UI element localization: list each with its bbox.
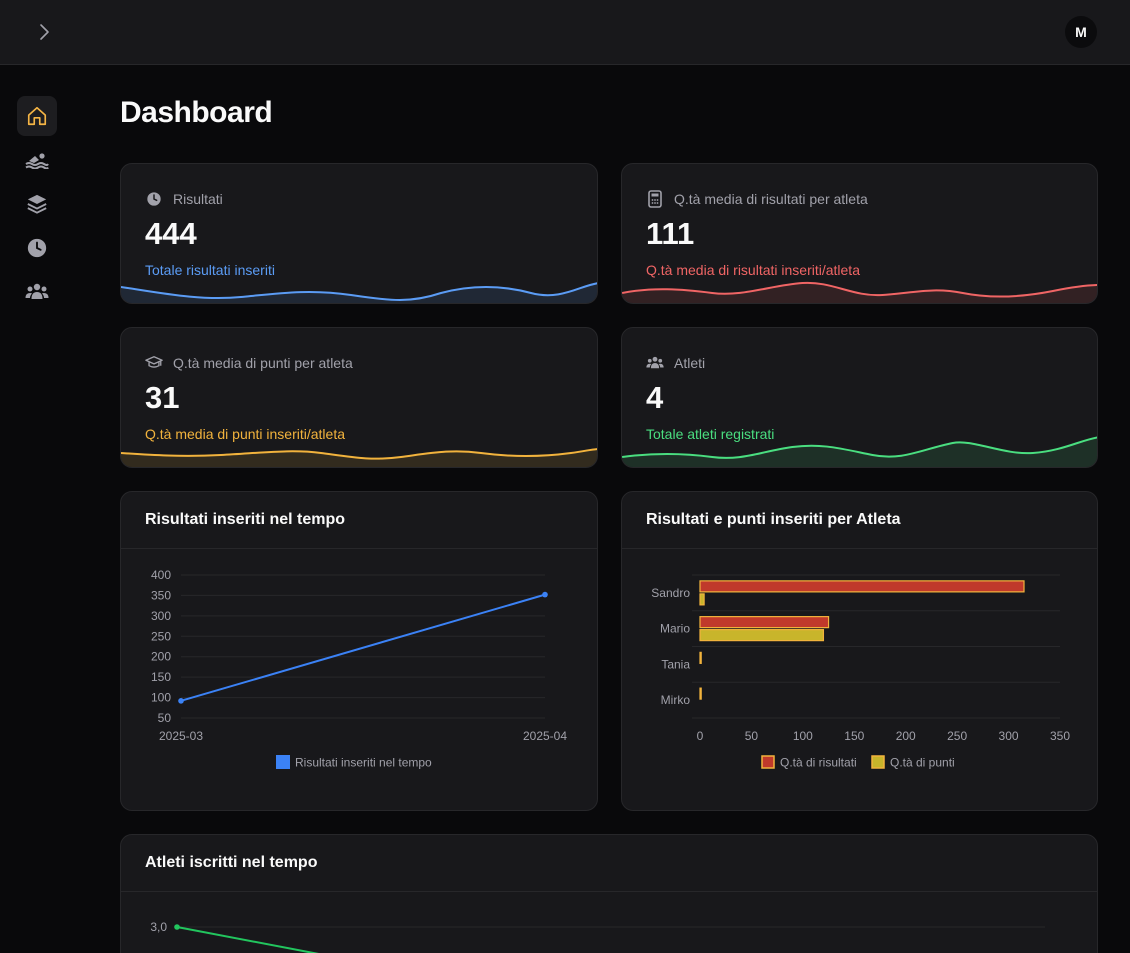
y-tick-label: 350 — [151, 588, 171, 602]
wave-decoration — [622, 281, 1097, 303]
stat-label: Risultati — [145, 190, 223, 208]
stat-value: 4 — [646, 380, 664, 415]
stat-card-avg-points: Q.tà media di punti per atleta 31 Q.tà m… — [120, 327, 598, 468]
stat-label: Q.tà media di punti per atleta — [145, 354, 353, 372]
data-point — [542, 591, 548, 598]
chart-header: Risultati inseriti nel tempo — [121, 492, 597, 549]
y-tick-label: 300 — [151, 609, 171, 623]
bar — [699, 593, 705, 606]
chart-header: Risultati e punti inseriti per Atleta — [622, 492, 1097, 549]
stat-label: Atleti — [646, 354, 705, 372]
stat-label-text: Atleti — [674, 355, 706, 371]
graduation-cap-icon — [145, 354, 163, 372]
sidebar-item-home[interactable] — [17, 96, 57, 136]
stat-label-text: Q.tà media di punti per atleta — [173, 355, 353, 371]
users-icon — [25, 283, 49, 299]
data-point — [174, 924, 180, 930]
series-line — [176, 926, 319, 953]
y-tick-label: Mario — [660, 622, 690, 636]
chart-card-athletes-over-time: Atleti iscritti nel tempo 3,0 — [120, 834, 1098, 953]
home-icon — [27, 106, 47, 126]
stat-label-text: Risultati — [173, 191, 223, 207]
sidebar-toggle-button[interactable] — [30, 19, 58, 45]
wave-decoration — [622, 436, 1097, 467]
y-tick-label: 50 — [158, 711, 172, 725]
x-tick-label: 2025-03 — [159, 729, 203, 743]
x-tick-label: 50 — [745, 729, 759, 743]
bar — [699, 651, 702, 664]
athletes-line-chart: 3,0 — [150, 920, 1045, 953]
stat-card-athletes: Atleti 4 Totale atleti registrati — [621, 327, 1098, 468]
sidebar — [0, 65, 74, 953]
stat-subtitle: Q.tà media di risultati inseriti/atleta — [646, 262, 860, 278]
chart-header: Atleti iscritti nel tempo — [121, 835, 1097, 892]
bar — [699, 629, 825, 642]
chart-card-results-over-time: Risultati inseriti nel tempo 50 100 150 200… — [120, 491, 598, 811]
legend-swatch — [871, 755, 885, 769]
stat-value: 31 — [145, 380, 180, 415]
users-icon — [646, 354, 664, 372]
user-avatar[interactable]: M — [1065, 16, 1097, 48]
bar — [699, 616, 830, 629]
sidebar-item-layers[interactable] — [17, 184, 57, 224]
bar-chart: 0 50 100 150 200 250 300 350 Sandro Mario Tania Mir… — [651, 574, 1070, 770]
x-tick-label: 100 — [793, 729, 813, 743]
top-bar: M — [0, 0, 1130, 65]
y-tick-label: Sandro — [651, 586, 690, 600]
series-line — [180, 593, 546, 702]
bar — [699, 687, 702, 700]
legend-label: Risultati inseriti nel tempo — [295, 756, 432, 770]
x-tick-label: 350 — [1050, 729, 1070, 743]
page-title: Dashboard — [120, 96, 273, 129]
stat-card-avg-results: Q.tà media di risultati per atleta 111 Q… — [621, 163, 1098, 304]
clock-icon — [27, 238, 47, 258]
stat-subtitle: Totale atleti registrati — [646, 426, 775, 442]
sidebar-item-history[interactable] — [17, 228, 57, 268]
x-tick-label: 200 — [896, 729, 916, 743]
chart-title: Risultati inseriti nel tempo — [145, 511, 346, 528]
legend-label: Q.tà di punti — [890, 756, 955, 770]
stat-value: 111 — [646, 216, 695, 251]
sidebar-item-athletes[interactable] — [17, 272, 57, 312]
x-tick-label: 2025-04 — [523, 729, 567, 743]
layers-icon — [27, 194, 47, 214]
x-tick-label: 300 — [999, 729, 1019, 743]
legend-label: Q.tà di risultati — [780, 756, 857, 770]
wave-decoration — [121, 282, 597, 303]
x-tick-label: 150 — [844, 729, 864, 743]
stat-label-text: Q.tà media di risultati per atleta — [674, 191, 868, 207]
chart-title: Risultati e punti inseriti per Atleta — [646, 511, 901, 528]
stat-card-results: Risultati 444 Totale risultati inseriti — [120, 163, 598, 304]
y-tick-label: 250 — [151, 629, 171, 643]
chevron-right-icon — [40, 24, 49, 40]
clock-icon — [145, 190, 163, 208]
stat-subtitle: Q.tà media di punti inseriti/atleta — [145, 426, 345, 442]
legend-swatch — [276, 755, 290, 769]
stat-value: 444 — [145, 216, 197, 251]
y-tick-label: 150 — [151, 670, 171, 684]
legend-swatch — [761, 755, 775, 769]
y-tick-label: Tania — [661, 657, 690, 671]
calculator-icon — [646, 190, 664, 208]
x-tick-label: 250 — [947, 729, 967, 743]
y-tick-label: 400 — [151, 568, 171, 582]
wave-decoration — [121, 448, 597, 467]
chart-title: Atleti iscritti nel tempo — [145, 854, 318, 871]
y-tick-label: 100 — [151, 691, 171, 705]
stat-subtitle: Totale risultati inseriti — [145, 262, 275, 278]
x-tick-label: 0 — [697, 729, 704, 743]
data-point — [178, 698, 184, 704]
sidebar-item-swim[interactable] — [17, 140, 57, 180]
y-tick-label: 3,0 — [150, 920, 167, 934]
swimmer-icon — [25, 153, 49, 169]
stat-label: Q.tà media di risultati per atleta — [646, 190, 868, 208]
chart-card-per-athlete: Risultati e punti inseriti per Atleta 0 5… — [621, 491, 1098, 811]
line-chart: 50 100 150 200 250 300 350 400 2025-03 2025-04 Ris… — [151, 568, 567, 770]
y-tick-label: 200 — [151, 650, 171, 664]
bar — [699, 580, 1025, 593]
y-tick-label: Mirko — [661, 693, 691, 707]
